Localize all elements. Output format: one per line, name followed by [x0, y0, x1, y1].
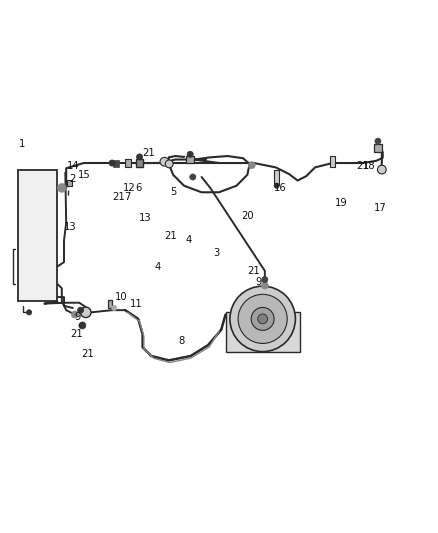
Text: 6: 6 [135, 183, 141, 193]
Text: 21: 21 [81, 349, 95, 359]
Circle shape [79, 322, 86, 329]
Text: 17: 17 [374, 203, 387, 213]
Text: 2: 2 [70, 174, 76, 184]
Bar [186, 156, 194, 163]
Text: 21: 21 [112, 192, 125, 201]
Circle shape [81, 307, 91, 318]
Text: 18: 18 [363, 161, 376, 171]
Text: 4: 4 [185, 235, 191, 245]
Bar [113, 159, 119, 166]
Text: 19: 19 [335, 198, 348, 208]
Circle shape [258, 314, 268, 324]
Text: 7: 7 [124, 192, 131, 201]
Circle shape [187, 151, 193, 157]
Circle shape [230, 286, 295, 352]
Text: 16: 16 [274, 183, 286, 193]
Circle shape [71, 311, 78, 318]
Bar [226, 312, 300, 352]
Circle shape [262, 277, 268, 282]
Text: 20: 20 [241, 211, 254, 221]
Text: 8: 8 [179, 336, 185, 346]
Text: 11: 11 [130, 298, 142, 309]
Circle shape [251, 308, 274, 330]
Text: 13: 13 [64, 222, 77, 232]
Circle shape [274, 183, 279, 188]
Text: 21: 21 [165, 231, 177, 241]
Text: 4: 4 [155, 262, 161, 271]
Bar [374, 144, 382, 152]
Text: 21: 21 [142, 148, 155, 158]
Text: 21: 21 [247, 266, 260, 276]
Circle shape [165, 160, 173, 168]
Text: 15: 15 [78, 170, 91, 180]
Circle shape [375, 138, 381, 144]
Circle shape [78, 307, 84, 313]
Bar [108, 300, 112, 308]
Bar [67, 181, 72, 185]
Text: 13: 13 [138, 214, 151, 223]
Text: 21: 21 [357, 161, 370, 171]
Text: 12: 12 [123, 183, 136, 193]
Text: 14: 14 [67, 161, 79, 171]
Text: 21: 21 [71, 329, 84, 339]
Circle shape [160, 157, 169, 166]
Circle shape [26, 310, 32, 315]
Circle shape [190, 174, 196, 180]
Text: 9: 9 [255, 277, 261, 287]
Circle shape [109, 160, 115, 166]
Circle shape [112, 305, 117, 311]
Text: 10: 10 [114, 292, 127, 302]
Text: 1: 1 [19, 139, 26, 149]
Circle shape [137, 154, 143, 160]
Text: 9: 9 [74, 312, 80, 322]
Bar [330, 157, 335, 167]
Bar [274, 169, 279, 185]
Bar [18, 171, 57, 302]
Text: 5: 5 [170, 187, 177, 197]
Circle shape [238, 294, 287, 343]
Circle shape [261, 282, 268, 289]
Circle shape [378, 165, 386, 174]
Circle shape [57, 183, 66, 192]
Bar [125, 159, 131, 167]
Text: 3: 3 [214, 248, 220, 259]
Circle shape [248, 161, 255, 169]
Bar [136, 159, 143, 167]
